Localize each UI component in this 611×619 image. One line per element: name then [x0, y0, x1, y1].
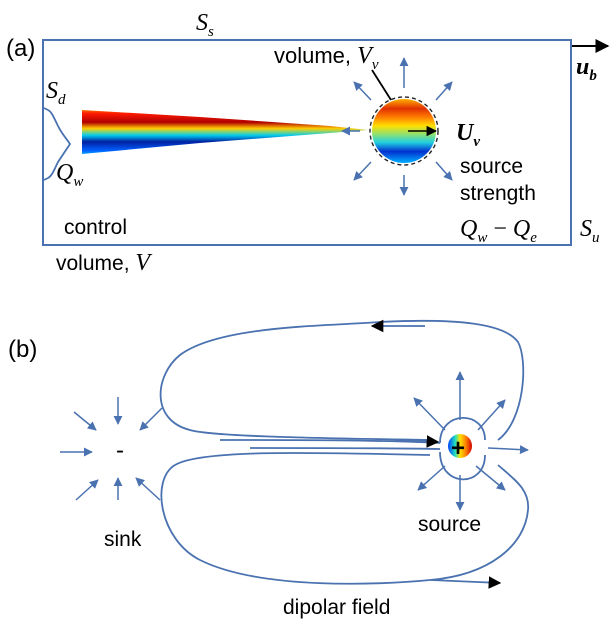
u-b-label: ub [576, 54, 597, 84]
sink-label: sink [104, 528, 142, 551]
source-arrow [477, 399, 506, 431]
source-arrow [417, 465, 446, 491]
panel-a-label: (a) [6, 35, 35, 62]
panel-a: (a) Ss Sd Qw ub volume, Vv Uv source str… [6, 10, 610, 276]
source-sign: + [451, 435, 465, 462]
panel-b-label: (b) [8, 336, 37, 363]
wake-profile [82, 110, 368, 154]
surface-s-d-label: Sd [46, 78, 66, 108]
surface-s-u-label: Su [580, 216, 600, 246]
radial-outflow-arrows [341, 57, 453, 196]
source-arrow [413, 397, 446, 431]
q-w-label: Qw [56, 160, 83, 190]
source-label: source [418, 513, 481, 536]
source-arrow [475, 465, 506, 491]
source-strength-line1: source [460, 155, 523, 178]
source-strength-expression: Qw − Qe [460, 216, 537, 246]
streamline-direction-arrow [430, 576, 502, 589]
sphere-volume [372, 99, 436, 163]
velocity-profile-curve [43, 107, 72, 181]
outflow-arrow [353, 161, 372, 181]
sink-arrow [73, 411, 97, 431]
inner-streamline [249, 447, 441, 450]
source-loop-top [439, 417, 486, 444]
streamline-direction-arrow [394, 435, 440, 448]
source-arrow [487, 445, 529, 455]
volume-pointer-line [371, 69, 392, 101]
outflow-arrow [353, 81, 372, 101]
sink-sign: - [116, 437, 124, 464]
inner-streamline [219, 439, 441, 444]
sink-arrow [135, 477, 161, 501]
dipolar-field-caption: dipolar field [283, 596, 390, 619]
control-volume-box [42, 39, 572, 246]
source-loop-bottom [439, 451, 486, 481]
outer-streamline-top [159, 319, 525, 441]
outer-streamline-bottom [160, 452, 529, 585]
surface-s-s-label: Ss [196, 10, 214, 40]
control-volume-line2: volume, V [56, 250, 152, 276]
outflow-arrow [435, 81, 453, 101]
volume-vv-label: volume, Vv [274, 43, 379, 73]
sphere-boundary [369, 96, 439, 166]
dipole-streamlines [159, 319, 529, 589]
sink-arrow [139, 407, 163, 431]
outflow-arrow [435, 161, 453, 181]
source-sphere [448, 434, 472, 458]
sink-arrow [75, 479, 99, 501]
source-strength-line2: strength [460, 182, 536, 205]
panel-b: (b) + - [8, 319, 529, 619]
source-outflow-arrows [413, 371, 529, 511]
sink-inflow-arrows [60, 397, 163, 501]
control-volume-line1: control [64, 216, 127, 239]
u-v-label: Uv [456, 120, 480, 150]
